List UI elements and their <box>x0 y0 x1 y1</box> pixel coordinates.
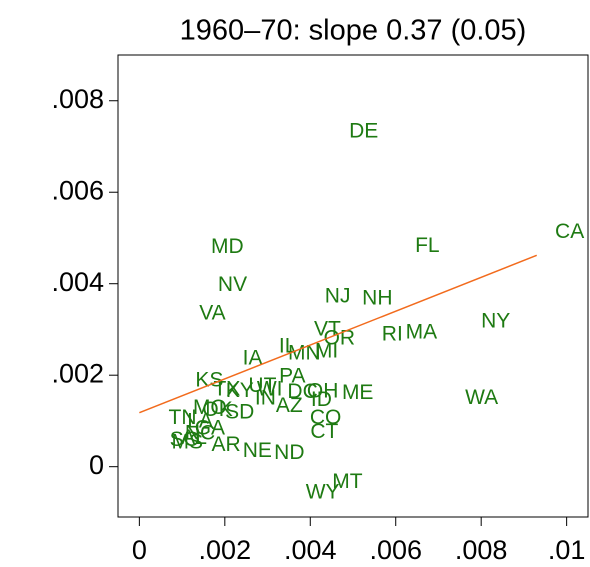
state-label: KY <box>226 379 254 402</box>
fit-line <box>139 254 538 414</box>
y-tick-label: .004 <box>51 267 104 297</box>
state-label: SC <box>170 428 199 451</box>
state-label: NC <box>185 421 215 444</box>
state-label: ND <box>274 441 304 464</box>
state-label: AR <box>212 433 241 456</box>
state-label: WY <box>306 480 340 503</box>
state-label: WI <box>257 377 283 400</box>
state-label: MI <box>315 339 338 362</box>
x-tick-label: .002 <box>199 535 252 565</box>
state-label: CO <box>310 406 342 429</box>
x-tick-label: 0 <box>132 535 147 565</box>
y-tick-label: .008 <box>51 84 104 114</box>
plot-frame <box>117 54 589 518</box>
state-label: NY <box>481 310 510 333</box>
state-label: VT <box>314 317 341 340</box>
y-tick-label: .006 <box>51 175 104 205</box>
x-tick-label: .01 <box>548 535 586 565</box>
state-label: SD <box>225 400 254 423</box>
state-label: OH <box>307 380 339 403</box>
state-label: OK <box>202 398 232 421</box>
state-label: AZ <box>276 394 303 417</box>
state-label: MN <box>288 342 321 365</box>
state-label: KS <box>195 369 223 392</box>
state-label: NV <box>218 273 247 296</box>
state-label: NE <box>243 439 272 462</box>
state-label: CA <box>555 220 584 243</box>
state-label: AL <box>181 426 207 449</box>
state-label: IN <box>255 387 276 410</box>
y-tick-label: 0 <box>89 450 104 480</box>
state-label: CT <box>310 420 338 443</box>
state-label: MO <box>193 396 227 419</box>
state-label: TX <box>214 377 241 400</box>
state-label: NJ <box>325 285 351 308</box>
state-label: MD <box>211 235 244 258</box>
state-label: DE <box>349 119 378 142</box>
state-label: IA <box>243 347 263 370</box>
state-label: MS <box>171 430 203 453</box>
state-label: VA <box>199 301 225 324</box>
x-tick-label: .004 <box>284 535 337 565</box>
state-label: LA <box>187 409 213 432</box>
state-label: ID <box>311 388 332 411</box>
state-label: GA <box>195 417 225 440</box>
state-label: MA <box>406 321 438 344</box>
y-tick-label: .002 <box>51 358 104 388</box>
state-label: OR <box>324 327 356 350</box>
state-label: UT <box>248 374 276 397</box>
x-tick-label: .008 <box>455 535 508 565</box>
state-label: FL <box>415 234 440 257</box>
state-label: TN <box>169 406 197 429</box>
state-label: PA <box>279 365 305 388</box>
state-label: MT <box>332 470 362 493</box>
x-tick-label: .006 <box>369 535 422 565</box>
state-label: DC <box>287 380 317 403</box>
state-label: ME <box>342 381 374 404</box>
state-label: NH <box>362 286 392 309</box>
state-label: RI <box>382 322 403 345</box>
state-label: WA <box>465 386 498 409</box>
chart-title: 1960–70: slope 0.37 (0.05) <box>180 15 527 47</box>
